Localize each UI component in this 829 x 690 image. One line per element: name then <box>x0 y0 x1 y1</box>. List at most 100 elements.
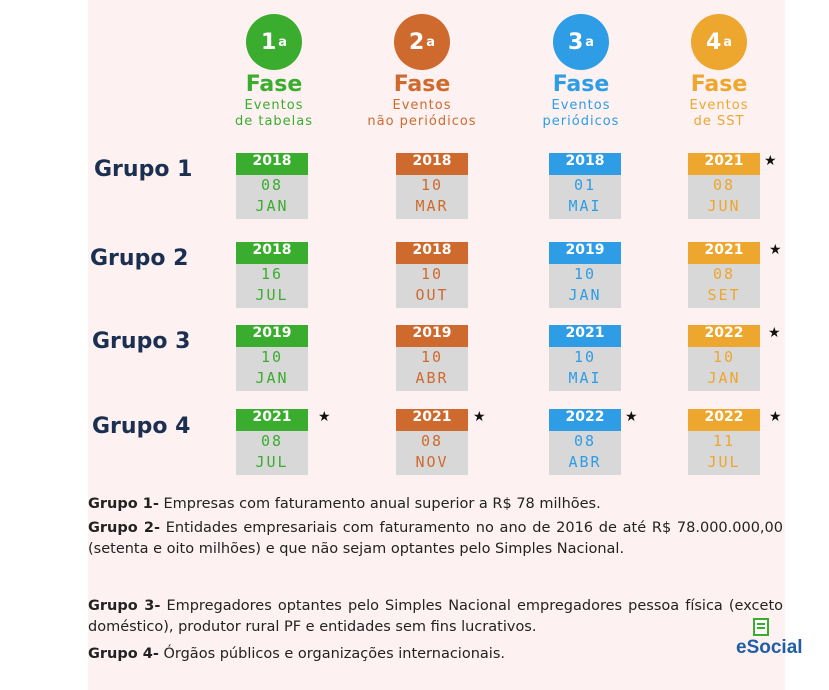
date-year: 2022 <box>688 325 760 347</box>
date-card-g4-p3: 2022 08 ABR <box>549 409 621 475</box>
date-year: 2018 <box>236 153 308 175</box>
date-month: JUN <box>707 197 741 215</box>
date-day: 10 <box>420 176 444 194</box>
esocial-logo-text: eSocial <box>736 637 803 658</box>
group-label-3: Grupo 3 <box>92 329 191 354</box>
date-month: ABR <box>568 453 602 471</box>
date-card-g4-p4: 2022 11 JUL <box>688 409 760 475</box>
legend-group-4: Grupo 4- Órgãos públicos e organizações … <box>88 644 783 665</box>
group-label-1: Grupo 1 <box>94 157 193 182</box>
date-year: 2018 <box>549 153 621 175</box>
star-icon: ★ <box>764 153 777 169</box>
date-year: 2019 <box>396 325 468 347</box>
phase-subtitle-line2: de SST <box>693 114 745 129</box>
date-day: 10 <box>712 348 736 366</box>
date-day: 10 <box>420 265 444 283</box>
date-day: 01 <box>573 176 597 194</box>
date-month: JUL <box>707 453 741 471</box>
legend-group-3: Grupo 3- Empregadores optantes pelo Simp… <box>88 596 783 638</box>
phase-title: Fase <box>552 72 610 97</box>
phase-ordinal: a <box>585 34 595 50</box>
date-day: 10 <box>573 348 597 366</box>
phase-number: 4 <box>705 29 722 55</box>
date-day: 08 <box>573 432 597 450</box>
date-card-g4-p1: 2021 08 JUL <box>236 409 308 475</box>
phase-subtitle-line1: Eventos <box>244 98 304 113</box>
date-card-g3-p4: 2022 10 JAN <box>688 325 760 391</box>
date-card-g2-p3: 2019 10 JAN <box>549 242 621 308</box>
phase-ordinal: a <box>426 34 436 50</box>
phase-subtitle-line2: periódicos <box>542 114 620 129</box>
date-card-g3-p3: 2021 10 MAI <box>549 325 621 391</box>
date-month: JUL <box>255 286 289 304</box>
date-month: JAN <box>255 197 289 215</box>
legend-text: Entidades empresariais com faturamento n… <box>88 520 783 557</box>
esocial-document-icon <box>751 618 771 636</box>
date-card-g1-p2: 2018 10 MAR <box>396 153 468 219</box>
date-day: 08 <box>420 432 444 450</box>
date-month: OUT <box>415 286 449 304</box>
phase-title: Fase <box>245 72 303 97</box>
date-year: 2021 <box>396 409 468 431</box>
date-month: MAI <box>568 197 602 215</box>
phase-subtitle-line1: Eventos <box>392 98 452 113</box>
date-day: 08 <box>260 176 284 194</box>
legend-head: Grupo 3- <box>88 598 161 614</box>
phase-ordinal: a <box>723 34 733 50</box>
phase-subtitle-line2: de tabelas <box>234 114 314 129</box>
date-year: 2021 <box>688 242 760 264</box>
date-month: JAN <box>568 286 602 304</box>
legend-text: Órgãos públicos e organizações internaci… <box>158 646 505 662</box>
date-card-g1-p1: 2018 08 JAN <box>236 153 308 219</box>
phase-ordinal: a <box>278 34 288 50</box>
star-icon: ★ <box>625 409 638 425</box>
date-month: MAI <box>568 369 602 387</box>
date-day: 08 <box>712 265 736 283</box>
date-day: 10 <box>420 348 444 366</box>
group-label-4: Grupo 4 <box>92 414 191 439</box>
legend-group-1: Grupo 1- Empresas com faturamento anual … <box>88 494 783 515</box>
legend-text: Empresas com faturamento anual superior … <box>158 496 601 512</box>
legend-head: Grupo 4- <box>88 646 159 662</box>
date-year: 2021 <box>236 409 308 431</box>
phase-number: 1 <box>260 29 277 55</box>
date-year: 2019 <box>236 325 308 347</box>
legend-head: Grupo 2- <box>88 520 161 536</box>
date-year: 2021 <box>549 325 621 347</box>
date-card-g1-p4: 2021 08 JUN <box>688 153 760 219</box>
esocial-logo: eSocial <box>736 618 803 659</box>
date-year: 2022 <box>549 409 621 431</box>
date-month: JAN <box>255 369 289 387</box>
phase-number: 2 <box>408 29 425 55</box>
date-year: 2018 <box>396 242 468 264</box>
legend-text: Empregadores optantes pelo Simples Nacio… <box>88 598 783 635</box>
date-day: 10 <box>573 265 597 283</box>
date-card-g3-p2: 2019 10 ABR <box>396 325 468 391</box>
phase-subtitle-line1: Eventos <box>551 98 611 113</box>
date-card-g2-p1: 2018 16 JUL <box>236 242 308 308</box>
date-year: 2021 <box>688 153 760 175</box>
legend-head: Grupo 1- <box>88 496 159 512</box>
star-icon: ★ <box>473 409 486 425</box>
date-month: ABR <box>415 369 449 387</box>
date-year: 2018 <box>396 153 468 175</box>
phase-subtitle-line2: não periódicos <box>367 114 477 129</box>
phase-number: 3 <box>567 29 584 55</box>
date-card-g3-p1: 2019 10 JAN <box>236 325 308 391</box>
date-day: 16 <box>260 265 284 283</box>
legend-group-2: Grupo 2- Entidades empresariais com fatu… <box>88 518 783 560</box>
date-day: 08 <box>712 176 736 194</box>
phase-subtitle-line1: Eventos <box>689 98 749 113</box>
date-month: SET <box>707 286 741 304</box>
date-year: 2019 <box>549 242 621 264</box>
star-icon: ★ <box>768 325 781 341</box>
date-card-g1-p3: 2018 01 MAI <box>549 153 621 219</box>
date-card-g2-p4: 2021 08 SET <box>688 242 760 308</box>
